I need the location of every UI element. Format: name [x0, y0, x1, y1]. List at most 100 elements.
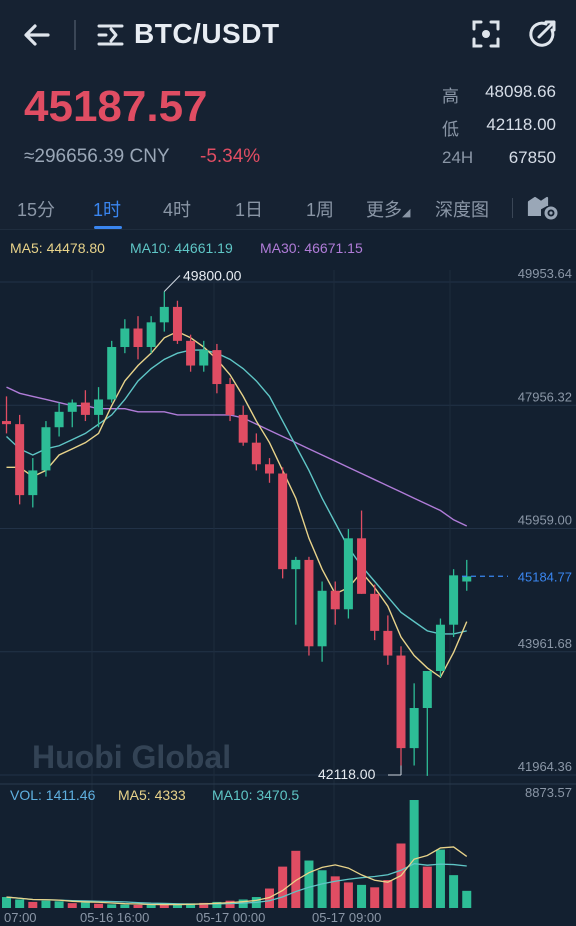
- header-divider: [74, 20, 76, 50]
- candle-body: [251, 442, 261, 465]
- candle-body: [435, 624, 445, 671]
- tab-1week[interactable]: 1周: [306, 200, 335, 220]
- time-tick-label: 05-16 16:00: [80, 910, 149, 925]
- volume-bar: [172, 904, 182, 908]
- vol-ma10-line: [6, 862, 467, 905]
- tab-more-label: 更多: [366, 200, 402, 220]
- price-tick-label: 45959.00: [518, 513, 572, 528]
- price-tick-label: 41964.36: [518, 759, 572, 774]
- ma5-readout: MA5: 44478.80: [10, 240, 105, 256]
- high-marker-line: [163, 275, 181, 292]
- candle-body: [357, 538, 367, 594]
- candlestick-chart[interactable]: Huobi Global 49953.64 47956.32 45959.00 439…: [0, 230, 576, 926]
- volume-bar: [357, 884, 367, 908]
- volume-bar: [199, 902, 209, 908]
- ma10-line: [6, 349, 467, 635]
- high-value: 48098.66: [485, 82, 556, 101]
- candle-body: [291, 559, 301, 570]
- volume-bar: [80, 902, 90, 908]
- active-tab-indicator: [94, 226, 122, 229]
- last-price-label: 45184.77: [518, 569, 572, 584]
- tab-more[interactable]: 更多◢: [366, 196, 410, 222]
- volume-bar: [409, 800, 419, 908]
- axis-labels: 49953.64 47956.32 45959.00 43961.68 41964.36…: [4, 266, 572, 925]
- low-value: 42118.00: [486, 115, 556, 134]
- tab-depth-chart[interactable]: 深度图: [435, 200, 489, 220]
- candle-body: [107, 347, 117, 400]
- tab-15min[interactable]: 15分: [17, 200, 56, 220]
- moving-average-lines: [6, 330, 468, 679]
- candle-body: [2, 421, 11, 425]
- pair-list-icon[interactable]: [96, 20, 126, 50]
- fullscreen-icon[interactable]: [470, 18, 502, 50]
- candles: [2, 291, 472, 776]
- top-bar: BTC/USDT: [0, 0, 576, 72]
- candle-body: [383, 630, 393, 656]
- watermark: Huobi Global: [32, 739, 231, 775]
- volume-bar: [383, 880, 393, 908]
- high-label: 高: [442, 87, 459, 106]
- share-icon[interactable]: [526, 18, 558, 50]
- volume-bar: [67, 903, 77, 908]
- tab-1hour[interactable]: 1时: [93, 200, 122, 220]
- volume-bar: [278, 866, 288, 908]
- price-tick-label: 43961.68: [518, 636, 572, 651]
- candle-body: [80, 402, 90, 415]
- interval-tabs: 15分 1时 4时 1日 1周 更多◢ 深度图: [0, 186, 576, 230]
- tab-4hour[interactable]: 4时: [163, 200, 192, 220]
- time-tick-label: 07:00: [4, 910, 37, 925]
- volume-bars: [2, 800, 472, 908]
- candle-body: [146, 322, 156, 348]
- volume-bar: [186, 903, 196, 908]
- volume-bar: [225, 900, 235, 908]
- candle-body: [133, 328, 143, 348]
- volume-bar: [370, 887, 380, 908]
- candle-body: [186, 340, 196, 366]
- candle-body: [278, 473, 288, 570]
- candle-body: [370, 593, 380, 631]
- candle-body: [120, 328, 130, 348]
- candle-body: [54, 411, 64, 428]
- volume-bar: [2, 897, 11, 908]
- chart-grid: [0, 270, 576, 910]
- candle-body: [225, 384, 235, 415]
- chart-settings-icon[interactable]: [526, 192, 560, 222]
- candle-body: [28, 470, 38, 496]
- volume-bar: [330, 876, 340, 908]
- candle-body: [343, 538, 353, 610]
- chart-panel[interactable]: [0, 230, 576, 926]
- volume-24h-value: 67850: [508, 148, 556, 167]
- vol-readout: VOL: 1411.46: [10, 787, 96, 803]
- candle-body: [238, 414, 248, 443]
- candle-body: [212, 350, 222, 385]
- last-price: 45187.57: [24, 82, 208, 131]
- back-arrow-icon[interactable]: [20, 18, 54, 52]
- volume-bar: [265, 888, 274, 908]
- candle-body: [422, 670, 432, 709]
- change-percent: -5.34%: [200, 146, 261, 167]
- low-label: 低: [442, 120, 459, 139]
- candle-body: [41, 427, 51, 471]
- volume-bar: [304, 860, 314, 908]
- candle-body: [330, 590, 340, 610]
- pair-title[interactable]: BTC/USDT: [134, 18, 280, 49]
- candle-body: [15, 424, 25, 496]
- vol-ma5-line: [6, 846, 468, 906]
- candle-body: [265, 464, 274, 474]
- price-tick-label: 47956.32: [518, 389, 572, 404]
- candle-body: [159, 306, 169, 323]
- volume-bar: [291, 850, 301, 908]
- volume-bar: [133, 904, 143, 908]
- candle-body: [462, 576, 472, 582]
- candle-body: [396, 655, 406, 749]
- vol-ma10-readout: MA10: 3470.5: [212, 787, 300, 803]
- candle-body: [172, 306, 182, 341]
- candle-body: [409, 708, 419, 749]
- volume-bar: [435, 849, 445, 908]
- ma10-readout: MA10: 44661.19: [130, 240, 233, 256]
- tab-1day[interactable]: 1日: [235, 200, 264, 220]
- caret-down-icon: ◢: [402, 207, 411, 219]
- vol-ma5-readout: MA5: 4333: [118, 787, 186, 803]
- volume-bar: [41, 900, 51, 908]
- volume-24h-label: 24H: [442, 148, 474, 167]
